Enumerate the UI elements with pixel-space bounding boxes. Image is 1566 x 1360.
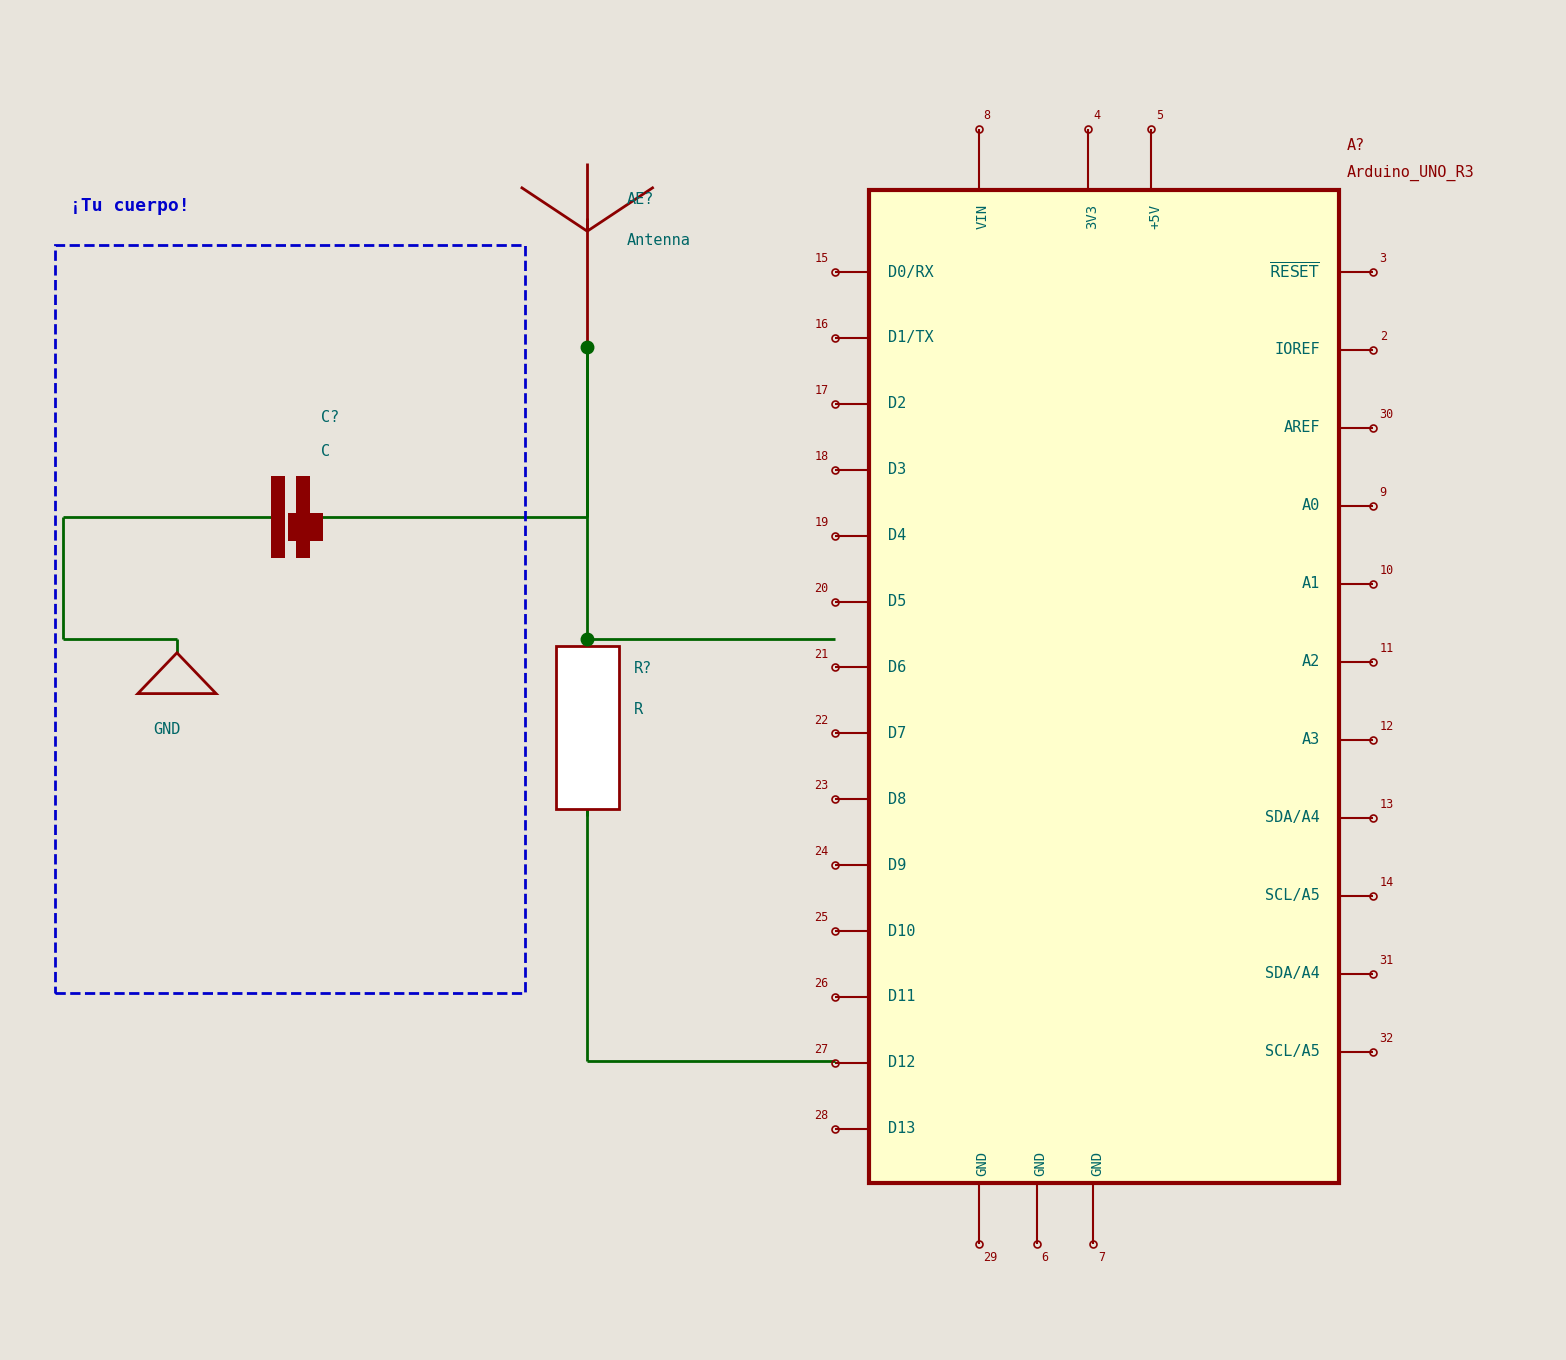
- Bar: [556, 646, 619, 809]
- Text: 13: 13: [1380, 798, 1394, 811]
- Text: VIN: VIN: [976, 204, 990, 228]
- Text: R: R: [634, 702, 644, 717]
- Text: Antenna: Antenna: [626, 233, 691, 248]
- Text: GND: GND: [976, 1152, 990, 1176]
- Bar: [296, 476, 310, 558]
- Text: 7: 7: [1098, 1251, 1106, 1265]
- Text: SDA/A4: SDA/A4: [1265, 966, 1320, 981]
- Text: A1: A1: [1301, 577, 1320, 592]
- Text: D9: D9: [888, 858, 907, 873]
- Text: C?: C?: [321, 409, 340, 424]
- Text: 20: 20: [814, 582, 828, 594]
- Text: D11: D11: [888, 990, 915, 1005]
- Text: D4: D4: [888, 528, 907, 543]
- Text: D3: D3: [888, 462, 907, 477]
- Text: SCL/A5: SCL/A5: [1265, 1044, 1320, 1059]
- Text: 4: 4: [1093, 109, 1101, 122]
- Text: D0/RX: D0/RX: [888, 264, 933, 280]
- Text: 14: 14: [1380, 876, 1394, 889]
- Text: 15: 15: [814, 252, 828, 265]
- Text: D8: D8: [888, 792, 907, 806]
- Text: 9: 9: [1380, 486, 1387, 499]
- Text: AREF: AREF: [1284, 420, 1320, 435]
- Text: 28: 28: [814, 1108, 828, 1122]
- Text: 31: 31: [1380, 953, 1394, 967]
- Text: AE?: AE?: [626, 192, 653, 207]
- Text: Arduino_UNO_R3: Arduino_UNO_R3: [1347, 165, 1475, 181]
- Text: 3V3: 3V3: [1085, 204, 1099, 228]
- Text: A?: A?: [1347, 137, 1366, 152]
- Text: IOREF: IOREF: [1275, 343, 1320, 358]
- Text: D2: D2: [888, 396, 907, 411]
- Text: A2: A2: [1301, 654, 1320, 669]
- Text: R?: R?: [634, 661, 653, 676]
- Text: 12: 12: [1380, 719, 1394, 733]
- Text: 26: 26: [814, 978, 828, 990]
- Text: 25: 25: [814, 911, 828, 925]
- Text: 8: 8: [983, 109, 991, 122]
- Text: +5V: +5V: [1148, 204, 1162, 228]
- Text: D6: D6: [888, 660, 907, 675]
- Bar: [288, 514, 323, 541]
- Text: 32: 32: [1380, 1032, 1394, 1044]
- Text: 19: 19: [814, 515, 828, 529]
- Text: ¡Tu cuerpo!: ¡Tu cuerpo!: [70, 197, 189, 215]
- Text: D5: D5: [888, 594, 907, 609]
- Text: 6: 6: [1041, 1251, 1049, 1265]
- Text: 22: 22: [814, 714, 828, 726]
- Text: 16: 16: [814, 318, 828, 330]
- Text: 17: 17: [814, 384, 828, 397]
- Text: 23: 23: [814, 779, 828, 793]
- Text: D1/TX: D1/TX: [888, 330, 933, 345]
- Text: GND: GND: [153, 722, 180, 737]
- Text: SCL/A5: SCL/A5: [1265, 888, 1320, 903]
- Text: D10: D10: [888, 923, 915, 938]
- Text: 5: 5: [1156, 109, 1164, 122]
- Text: 27: 27: [814, 1043, 828, 1057]
- Text: 2: 2: [1380, 330, 1387, 343]
- Text: 18: 18: [814, 450, 828, 462]
- Text: A3: A3: [1301, 732, 1320, 747]
- Text: 21: 21: [814, 647, 828, 661]
- Bar: [869, 190, 1339, 1183]
- Text: GND: GND: [1090, 1152, 1104, 1176]
- Text: SDA/A4: SDA/A4: [1265, 811, 1320, 826]
- Text: 3: 3: [1380, 252, 1387, 265]
- Text: D13: D13: [888, 1121, 915, 1137]
- Text: D7: D7: [888, 726, 907, 741]
- Bar: [271, 476, 285, 558]
- Text: D12: D12: [888, 1055, 915, 1070]
- Text: C: C: [321, 443, 330, 458]
- Text: 24: 24: [814, 846, 828, 858]
- Text: 10: 10: [1380, 564, 1394, 577]
- Text: 11: 11: [1380, 642, 1394, 656]
- Text: GND: GND: [1034, 1152, 1048, 1176]
- Bar: [55, 245, 525, 993]
- Text: 29: 29: [983, 1251, 998, 1265]
- Text: 30: 30: [1380, 408, 1394, 422]
- Text: A0: A0: [1301, 498, 1320, 514]
- Text: $\overline{\mathrm{RESET}}$: $\overline{\mathrm{RESET}}$: [1268, 262, 1320, 282]
